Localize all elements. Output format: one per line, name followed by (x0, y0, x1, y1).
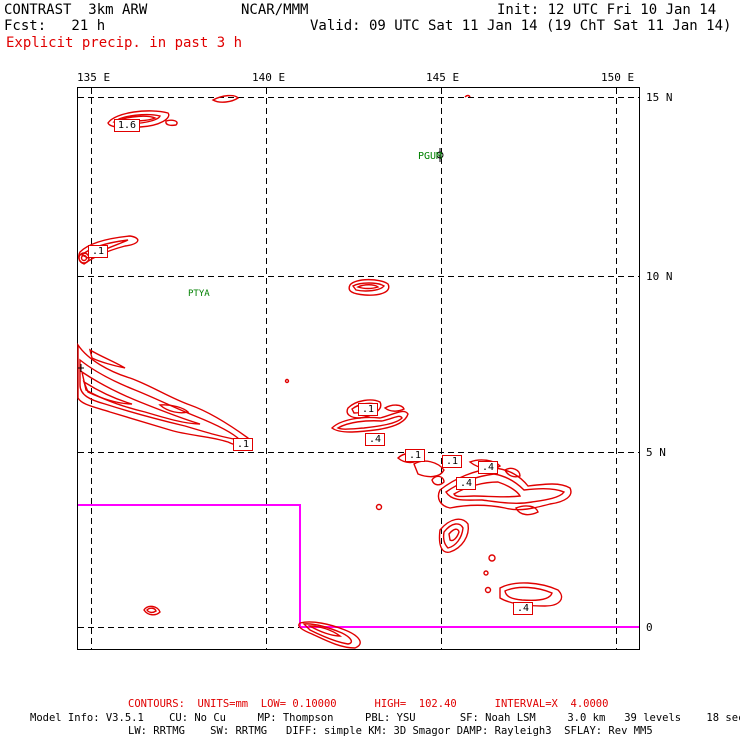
contour-label: .1 (442, 455, 463, 468)
contour-cell (375, 503, 383, 511)
contour-cell (82, 380, 133, 405)
contour-cell (437, 467, 572, 511)
contour-cell (158, 404, 190, 414)
lon-label-135: 135 E (77, 71, 111, 84)
station-pgum: PGUM (418, 151, 443, 162)
contour-cell (143, 605, 161, 616)
contour-cell (431, 475, 445, 486)
contour-label: 1.6 (114, 119, 141, 132)
contour-cell (442, 523, 464, 549)
contour-label: .4 (456, 477, 477, 490)
contour-cell (413, 460, 445, 478)
init-time: Init: 12 UTC Fri 10 Jan 14 (497, 2, 717, 18)
contour-cell (351, 282, 386, 292)
lat-label-15n: 15 N (646, 91, 673, 104)
contour-cell (284, 378, 290, 384)
map-frame (77, 87, 640, 650)
lon-label-145: 145 E (426, 71, 460, 84)
contour-label: .1 (358, 403, 379, 416)
contour-label: .4 (478, 461, 499, 474)
contour-cell (165, 119, 178, 127)
contour-cell (504, 586, 553, 602)
contour-cell (383, 404, 405, 412)
contour-cell (356, 284, 380, 290)
contour-cell (464, 94, 471, 98)
contour-cell (211, 94, 240, 103)
contour-cell (448, 528, 460, 542)
contour-cell (515, 505, 539, 516)
contour-cell (88, 348, 126, 369)
lat-label-0: 0 (646, 621, 653, 634)
field-title: Explicit precip. in past 3 h (6, 35, 243, 51)
contour-cell (330, 410, 409, 433)
precip-contours (77, 94, 572, 649)
graticule (78, 88, 639, 649)
lat-label-10n: 10 N (646, 270, 673, 283)
contour-info: CONTOURS: UNITS=mm LOW= 0.10000 HIGH= 10… (128, 698, 609, 710)
model-info-line1: Model Info: V3.5.1 CU: No Cu MP: Thompso… (30, 712, 740, 724)
contour-label: .1 (405, 449, 426, 462)
lat-label-5n: 5 N (646, 446, 666, 459)
contour-label: .4 (365, 433, 386, 446)
model-info-line2: LW: RRTMG SW: RRTMG DIFF: simple KM: 3D … (128, 725, 653, 737)
pgum-marker (436, 148, 444, 162)
contour-cell (79, 358, 242, 441)
contour-cell (488, 554, 496, 562)
contour-cell (146, 607, 157, 614)
contour-cell (336, 415, 403, 430)
station-ptya: PTYA (188, 289, 210, 299)
contour-cell (80, 254, 88, 262)
contour-cell (78, 252, 90, 264)
forecast-hour: Fcst: 21 h (4, 18, 106, 34)
contour-label: .4 (513, 602, 534, 615)
contour-cell (307, 625, 343, 637)
contour-cell (453, 481, 522, 498)
lon-label-140: 140 E (252, 71, 286, 84)
contour-label: .1 (233, 438, 254, 451)
boundary-line (78, 504, 639, 628)
valid-time: Valid: 09 UTC Sat 11 Jan 14 (19 ChT Sat … (310, 18, 732, 34)
contour-cell (77, 342, 250, 447)
contour-label: .1 (88, 245, 109, 258)
contour-cell (483, 570, 489, 576)
lon-label-150: 150 E (601, 71, 635, 84)
contour-cell (484, 586, 492, 594)
contour-cell (298, 621, 361, 649)
model-title: CONTRAST 3km ARW (4, 2, 148, 18)
contour-cell (302, 623, 353, 645)
left-edge-marker (78, 364, 84, 372)
contour-cell (80, 370, 201, 425)
contour-cell (438, 518, 469, 553)
contour-cell (348, 278, 390, 296)
organization: NCAR/MMM (241, 2, 309, 18)
contour-cell (504, 467, 521, 478)
contour-cell (445, 473, 566, 504)
